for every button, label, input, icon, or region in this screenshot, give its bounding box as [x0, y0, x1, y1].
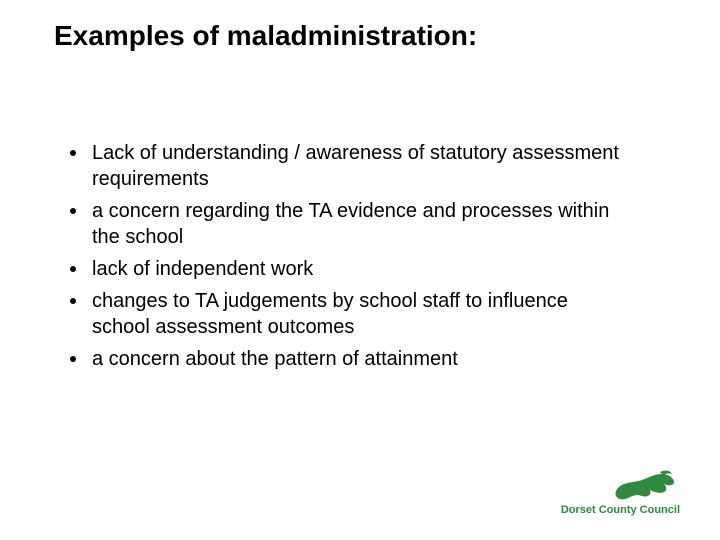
bullet-icon [70, 266, 76, 272]
bullet-text: a concern regarding the TA evidence and … [92, 198, 630, 250]
list-item: a concern regarding the TA evidence and … [70, 198, 630, 250]
bullet-text: Lack of understanding / awareness of sta… [92, 140, 630, 192]
bullet-icon [70, 208, 76, 214]
list-item: a concern about the pattern of attainmen… [70, 346, 630, 372]
bullet-icon [70, 150, 76, 156]
list-item: changes to TA judgements by school staff… [70, 288, 630, 340]
slide-title: Examples of maladministration: [54, 20, 477, 52]
org-name: Dorset County Council [561, 504, 680, 516]
slide: Examples of maladministration: Lack of u… [0, 0, 720, 540]
bullet-icon [70, 298, 76, 304]
list-item: lack of independent work [70, 256, 630, 282]
bullet-list: Lack of understanding / awareness of sta… [70, 140, 630, 378]
org-logo: Dorset County Council [561, 468, 680, 516]
bullet-text: a concern about the pattern of attainmen… [92, 346, 458, 372]
list-item: Lack of understanding / awareness of sta… [70, 140, 630, 192]
bullet-icon [70, 356, 76, 362]
bullet-text: changes to TA judgements by school staff… [92, 288, 630, 340]
dragon-icon [610, 468, 680, 502]
bullet-text: lack of independent work [92, 256, 313, 282]
